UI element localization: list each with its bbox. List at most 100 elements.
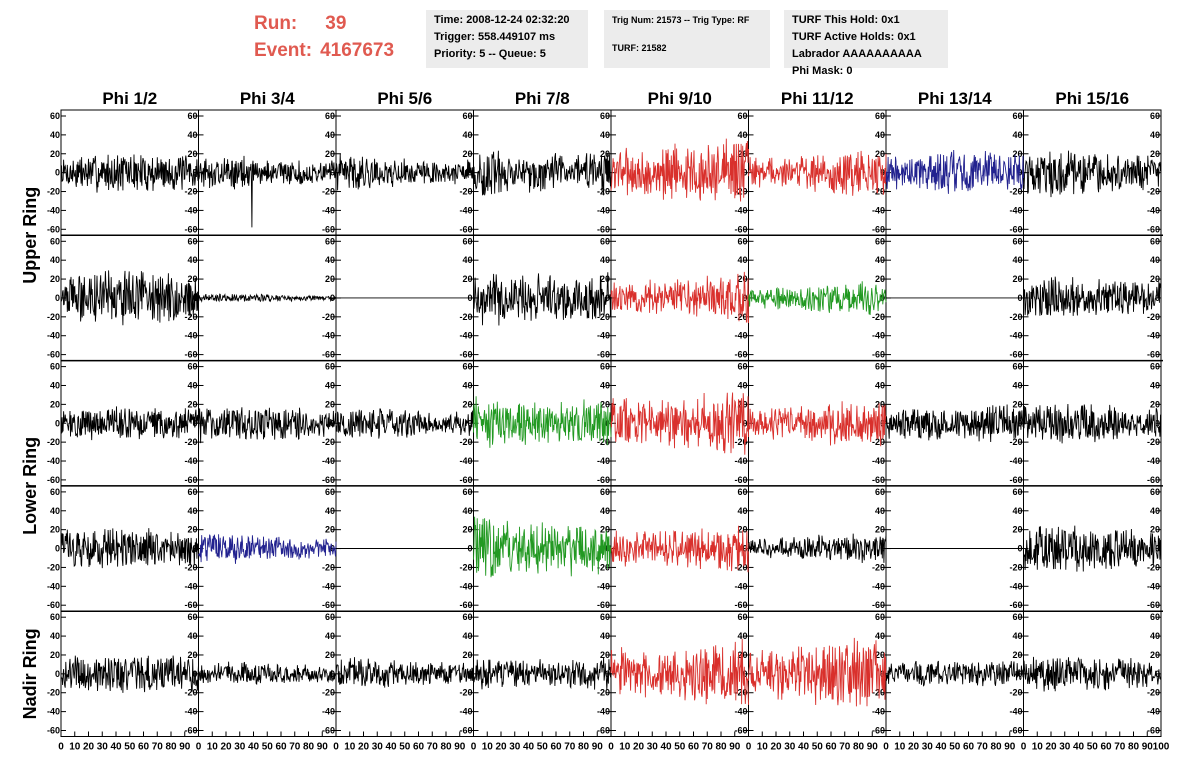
y-tick-label: 60 <box>1012 612 1022 622</box>
y-tick-label: -40 <box>47 205 60 215</box>
y-tick-label: -60 <box>184 350 197 360</box>
x-tick-label: 30 <box>647 742 659 753</box>
y-tick-label: -60 <box>872 475 885 485</box>
labrador-text: Labrador AAAAAAAAAA <box>792 48 922 60</box>
y-tick-label: -40 <box>459 205 472 215</box>
y-tick-label: -60 <box>597 475 610 485</box>
y-tick-label: -40 <box>872 205 885 215</box>
waveform-trace <box>748 281 887 316</box>
waveform-trace <box>60 655 199 693</box>
y-tick-label: 60 <box>875 236 885 246</box>
waveform-trace <box>198 293 337 303</box>
y-tick-label: -60 <box>459 475 472 485</box>
y-tick-label: 60 <box>187 362 197 372</box>
x-tick-label: 60 <box>413 742 425 753</box>
y-tick-label: 60 <box>462 362 472 372</box>
x-tick-label: 100 <box>1153 742 1170 753</box>
ring-label: Lower Ring <box>20 437 40 535</box>
y-tick-label: -40 <box>1009 707 1022 717</box>
y-tick-label: 20 <box>600 399 610 409</box>
y-tick-label: 60 <box>737 487 747 497</box>
waveform-trace <box>610 271 749 324</box>
y-tick-label: -60 <box>597 600 610 610</box>
x-tick-label: 10 <box>344 742 356 753</box>
y-tick-label: 20 <box>50 650 60 660</box>
x-tick-label: 90 <box>729 742 741 753</box>
y-tick-label: 20 <box>1012 525 1022 535</box>
y-tick-label: 20 <box>737 399 747 409</box>
x-tick-label: 70 <box>977 742 989 753</box>
turf-this-hold-text: TURF This Hold: 0x1 <box>792 14 900 26</box>
x-tick-label: 10 <box>207 742 219 753</box>
y-tick-label: 40 <box>462 506 472 516</box>
y-tick-label: 20 <box>1012 274 1022 284</box>
waveform-trace <box>473 150 612 196</box>
y-tick-label: -60 <box>47 224 60 234</box>
y-tick-label: -20 <box>47 688 60 698</box>
x-tick-label: 0 <box>608 742 614 753</box>
y-tick-label: -60 <box>322 224 335 234</box>
y-tick-label: 0 <box>1017 669 1022 679</box>
y-tick-label: 60 <box>1150 612 1160 622</box>
y-tick-label: 20 <box>1150 650 1160 660</box>
y-tick-label: 40 <box>187 380 197 390</box>
y-tick-label: -40 <box>734 456 747 466</box>
y-tick-label: 40 <box>875 255 885 265</box>
y-tick-label: -40 <box>597 331 610 341</box>
y-tick-label: -20 <box>597 312 610 322</box>
y-tick-label: -20 <box>459 312 472 322</box>
y-tick-label: -60 <box>1009 726 1022 736</box>
y-tick-label: 40 <box>737 506 747 516</box>
y-tick-label: 40 <box>187 130 197 140</box>
y-tick-label: -40 <box>872 581 885 591</box>
y-tick-label: 20 <box>462 274 472 284</box>
ring-label: Upper Ring <box>20 187 40 284</box>
x-tick-label: 20 <box>495 742 507 753</box>
x-tick-label: 90 <box>1004 742 1016 753</box>
y-tick-label: 0 <box>55 293 60 303</box>
y-tick-label: -20 <box>47 312 60 322</box>
y-tick-label: 20 <box>600 525 610 535</box>
y-tick-label: 40 <box>50 506 60 516</box>
y-tick-label: -60 <box>184 600 197 610</box>
phi-mask-text: Phi Mask: 0 <box>792 65 853 77</box>
turf-num-text: TURF: 21582 <box>612 43 667 53</box>
y-tick-label: -60 <box>47 475 60 485</box>
x-tick-label: 40 <box>1073 742 1085 753</box>
y-tick-label: 60 <box>875 487 885 497</box>
y-tick-label: 40 <box>50 631 60 641</box>
y-tick-label: 60 <box>325 236 335 246</box>
waveform-trace <box>473 657 612 690</box>
y-tick-label: 60 <box>187 612 197 622</box>
y-tick-label: 40 <box>737 255 747 265</box>
x-tick-label: 30 <box>784 742 796 753</box>
x-tick-label: 50 <box>1087 742 1099 753</box>
y-tick-label: -20 <box>184 562 197 572</box>
y-tick-label: 20 <box>600 149 610 159</box>
y-tick-label: -20 <box>184 312 197 322</box>
waveform-trace <box>198 407 337 444</box>
y-tick-label: 40 <box>875 631 885 641</box>
y-tick-label: 40 <box>325 506 335 516</box>
y-tick-label: 40 <box>187 255 197 265</box>
waveform-trace <box>1023 656 1162 692</box>
x-tick-label: 40 <box>110 742 122 753</box>
y-tick-label: -60 <box>1147 726 1160 736</box>
y-tick-label: 40 <box>462 130 472 140</box>
y-tick-label: -20 <box>872 688 885 698</box>
column-header: Phi 13/14 <box>918 89 992 108</box>
x-tick-label: 10 <box>1032 742 1044 753</box>
y-tick-label: -20 <box>1009 312 1022 322</box>
y-tick-label: 20 <box>50 399 60 409</box>
y-tick-label: 60 <box>600 111 610 121</box>
x-tick-label: 30 <box>372 742 384 753</box>
y-tick-label: -40 <box>872 331 885 341</box>
y-tick-label: -20 <box>1147 187 1160 197</box>
y-tick-label: -20 <box>734 562 747 572</box>
y-tick-label: -40 <box>872 707 885 717</box>
y-tick-label: -40 <box>1147 331 1160 341</box>
y-tick-label: 40 <box>1012 380 1022 390</box>
run-label: Run: <box>254 13 298 34</box>
y-tick-label: 40 <box>1012 506 1022 516</box>
